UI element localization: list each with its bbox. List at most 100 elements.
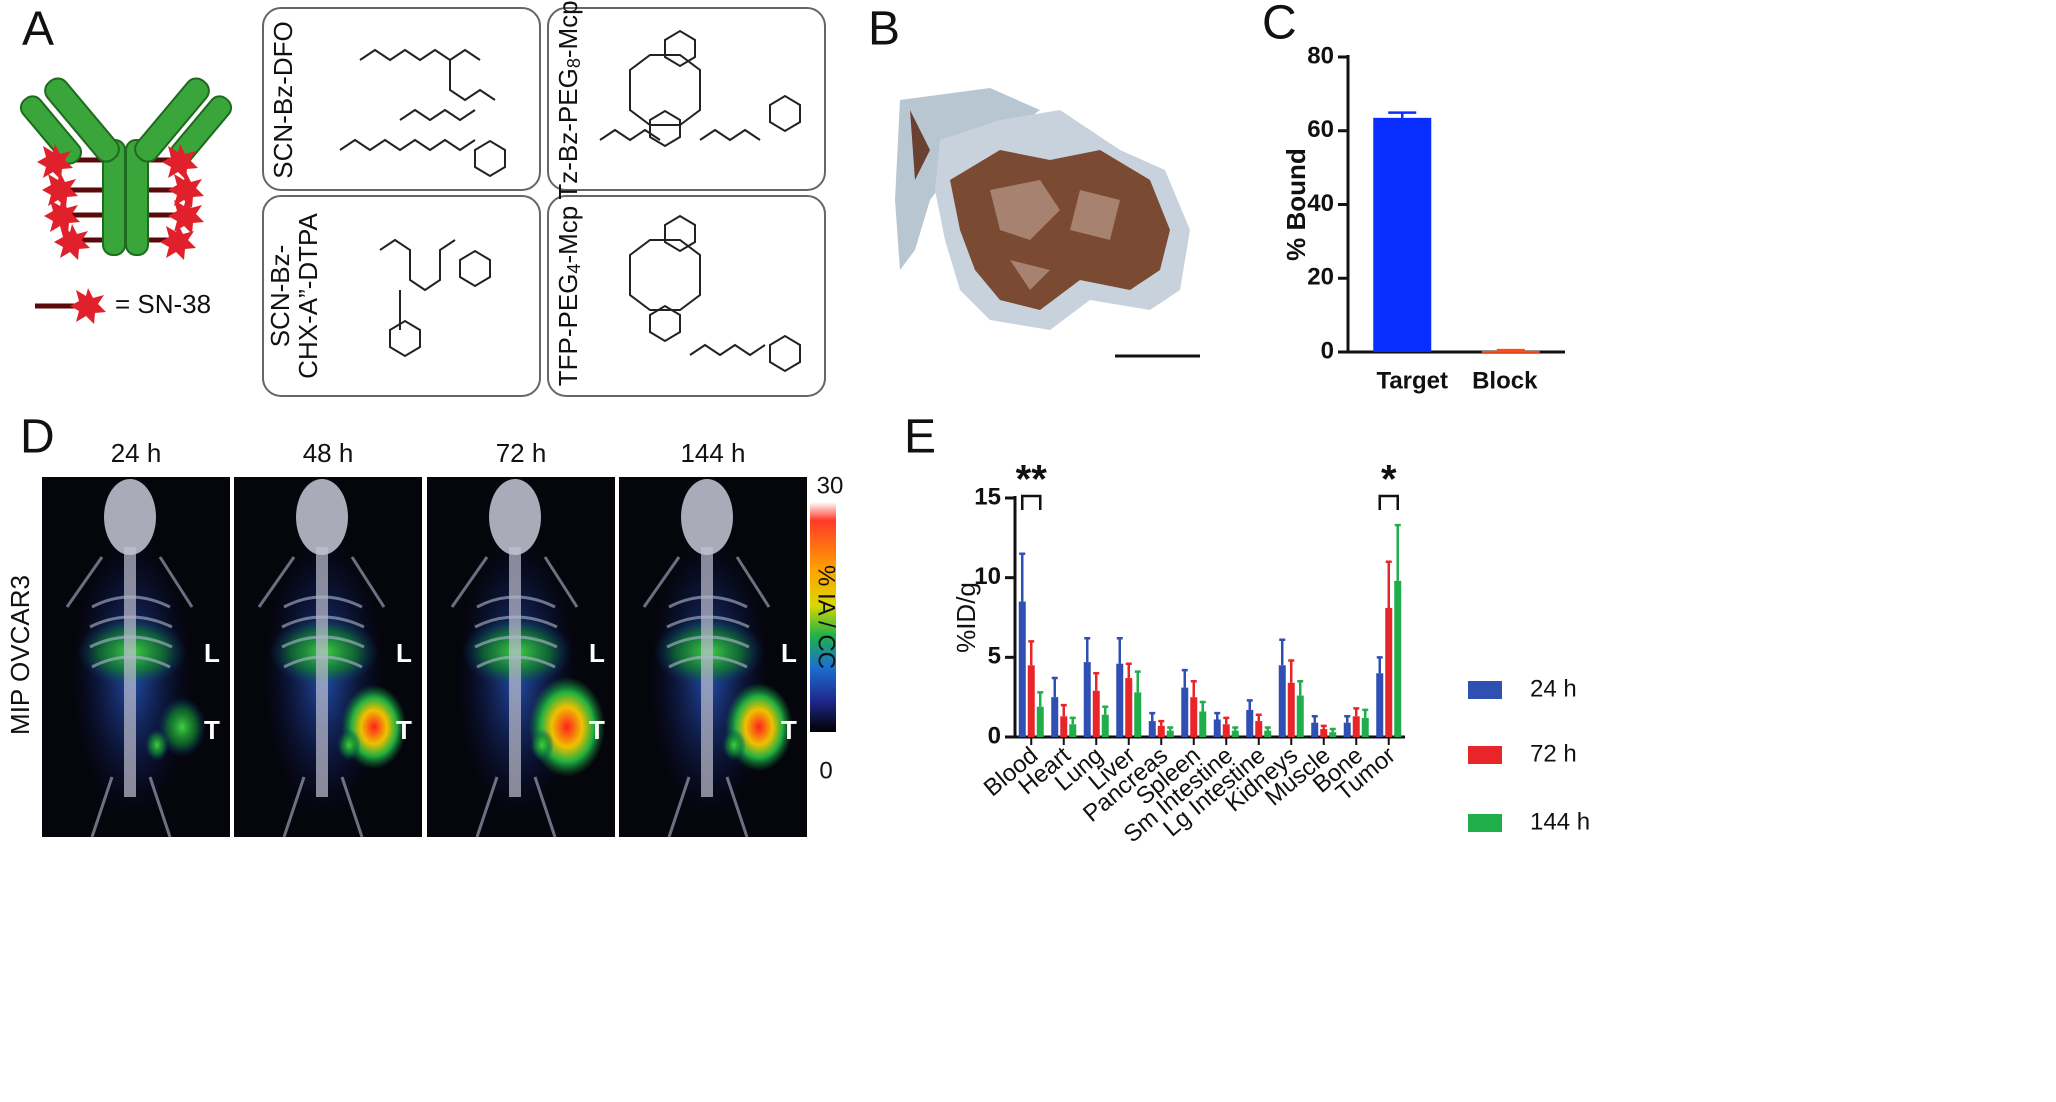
error-bar xyxy=(1214,711,1221,720)
bar xyxy=(1027,665,1035,737)
marker-t: T xyxy=(204,715,220,745)
error-bar xyxy=(1084,636,1091,663)
bar xyxy=(1361,717,1369,737)
bar xyxy=(1181,687,1189,737)
bar xyxy=(1376,673,1384,737)
bar xyxy=(1060,716,1068,737)
colorbar xyxy=(810,502,836,732)
error-bar xyxy=(1388,111,1417,118)
y-tick-label: 0 xyxy=(988,722,1001,749)
tumor-signal xyxy=(722,729,746,761)
error-bar xyxy=(1496,348,1525,352)
error-bar xyxy=(1149,711,1156,722)
error-bar xyxy=(1019,552,1026,602)
bar xyxy=(1296,695,1304,737)
timepoint-label: 72 h xyxy=(496,438,547,468)
error-bar xyxy=(1190,679,1197,698)
label-part: CHX-A”-DTPA xyxy=(293,213,323,379)
panel-letter: E xyxy=(904,411,936,464)
side-label: MIP OVCAR3 xyxy=(5,575,35,735)
panel-letter: C xyxy=(1262,0,1297,50)
error-bar xyxy=(1353,707,1360,717)
bar xyxy=(1190,697,1198,737)
significance-label: * xyxy=(1381,458,1397,502)
bar xyxy=(1264,730,1272,737)
colorbar-min: 0 xyxy=(819,757,832,784)
bar xyxy=(1329,732,1337,737)
significance-bracket xyxy=(1021,494,1042,510)
y-tick-label: 5 xyxy=(988,643,1001,670)
panel-letter: B xyxy=(868,3,900,56)
y-tick-label: 40 xyxy=(1307,190,1334,217)
bar xyxy=(1166,730,1174,737)
label-part: TFP-PEG xyxy=(553,274,583,387)
error-bar xyxy=(1264,726,1271,731)
legend-symbol xyxy=(35,288,106,324)
bar xyxy=(1481,350,1540,353)
panel-letter: A xyxy=(22,3,54,56)
error-bar xyxy=(1385,560,1392,608)
marker-t: T xyxy=(396,715,412,745)
box-label: TFP-PEG4-Mcp xyxy=(553,206,584,386)
marker-l: L xyxy=(204,638,220,668)
label-part: SCN-Bz- xyxy=(265,245,295,348)
error-bar xyxy=(1311,715,1318,723)
histology-image xyxy=(895,88,1190,330)
error-bar xyxy=(1181,668,1188,688)
bar xyxy=(1246,709,1254,737)
error-bar xyxy=(1102,705,1109,715)
y-tick-label: 60 xyxy=(1307,116,1334,143)
antibody xyxy=(19,77,233,260)
error-bar xyxy=(1037,691,1044,707)
bar xyxy=(1320,729,1328,737)
bar xyxy=(1222,724,1230,737)
bar xyxy=(1148,721,1156,737)
y-tick-label: 20 xyxy=(1307,264,1334,291)
error-bar xyxy=(1329,727,1336,733)
bar xyxy=(1278,665,1286,737)
error-bar xyxy=(1223,716,1230,725)
bar xyxy=(1157,725,1165,737)
colorbar-label: % IA / CC xyxy=(813,565,840,669)
box-label: CHX-A”-DTPA xyxy=(293,213,323,379)
bar xyxy=(1385,607,1393,737)
bar xyxy=(1083,662,1091,737)
label-part: -Mcp xyxy=(553,206,583,264)
bar xyxy=(1134,692,1142,737)
label-part: Tz-Bz-PEG xyxy=(553,68,583,199)
error-bar xyxy=(1232,726,1239,731)
error-bar xyxy=(1134,670,1141,693)
y-tick-label: 10 xyxy=(974,563,1001,590)
error-bar xyxy=(1362,708,1369,718)
legend-label: 24 h xyxy=(1530,675,1577,702)
error-bar xyxy=(1246,699,1253,710)
y-tick-label: 0 xyxy=(1321,337,1334,364)
box-label: Tz-Bz-PEG8-Mcp xyxy=(553,0,584,199)
legend-swatch xyxy=(1468,814,1502,832)
pet-image xyxy=(232,475,424,839)
marker-l: L xyxy=(781,638,797,668)
bar xyxy=(1231,730,1239,737)
marker-l: L xyxy=(396,638,412,668)
y-axis-label: % Bound xyxy=(1281,148,1311,261)
y-tick-label: 15 xyxy=(974,483,1001,510)
box-label: SCN-Bz- xyxy=(265,245,295,348)
bar xyxy=(1373,117,1432,352)
error-bar xyxy=(1255,713,1262,722)
label-part: SCN-Bz-DFO xyxy=(268,21,298,178)
legend-swatch xyxy=(1468,681,1502,699)
error-bar xyxy=(1167,726,1174,731)
panel-letter: D xyxy=(20,411,55,464)
bar xyxy=(1092,690,1100,737)
error-bar xyxy=(1158,719,1165,726)
error-bar xyxy=(1376,656,1383,674)
error-bar xyxy=(1344,715,1351,723)
tumor-signal xyxy=(158,697,206,757)
pet-image xyxy=(425,475,617,839)
error-bar xyxy=(1394,523,1401,581)
y-tick-label: 80 xyxy=(1307,42,1334,69)
x-tick-label: Target xyxy=(1376,367,1448,394)
marker-t: T xyxy=(589,715,605,745)
timepoint-label: 24 h xyxy=(111,438,162,468)
